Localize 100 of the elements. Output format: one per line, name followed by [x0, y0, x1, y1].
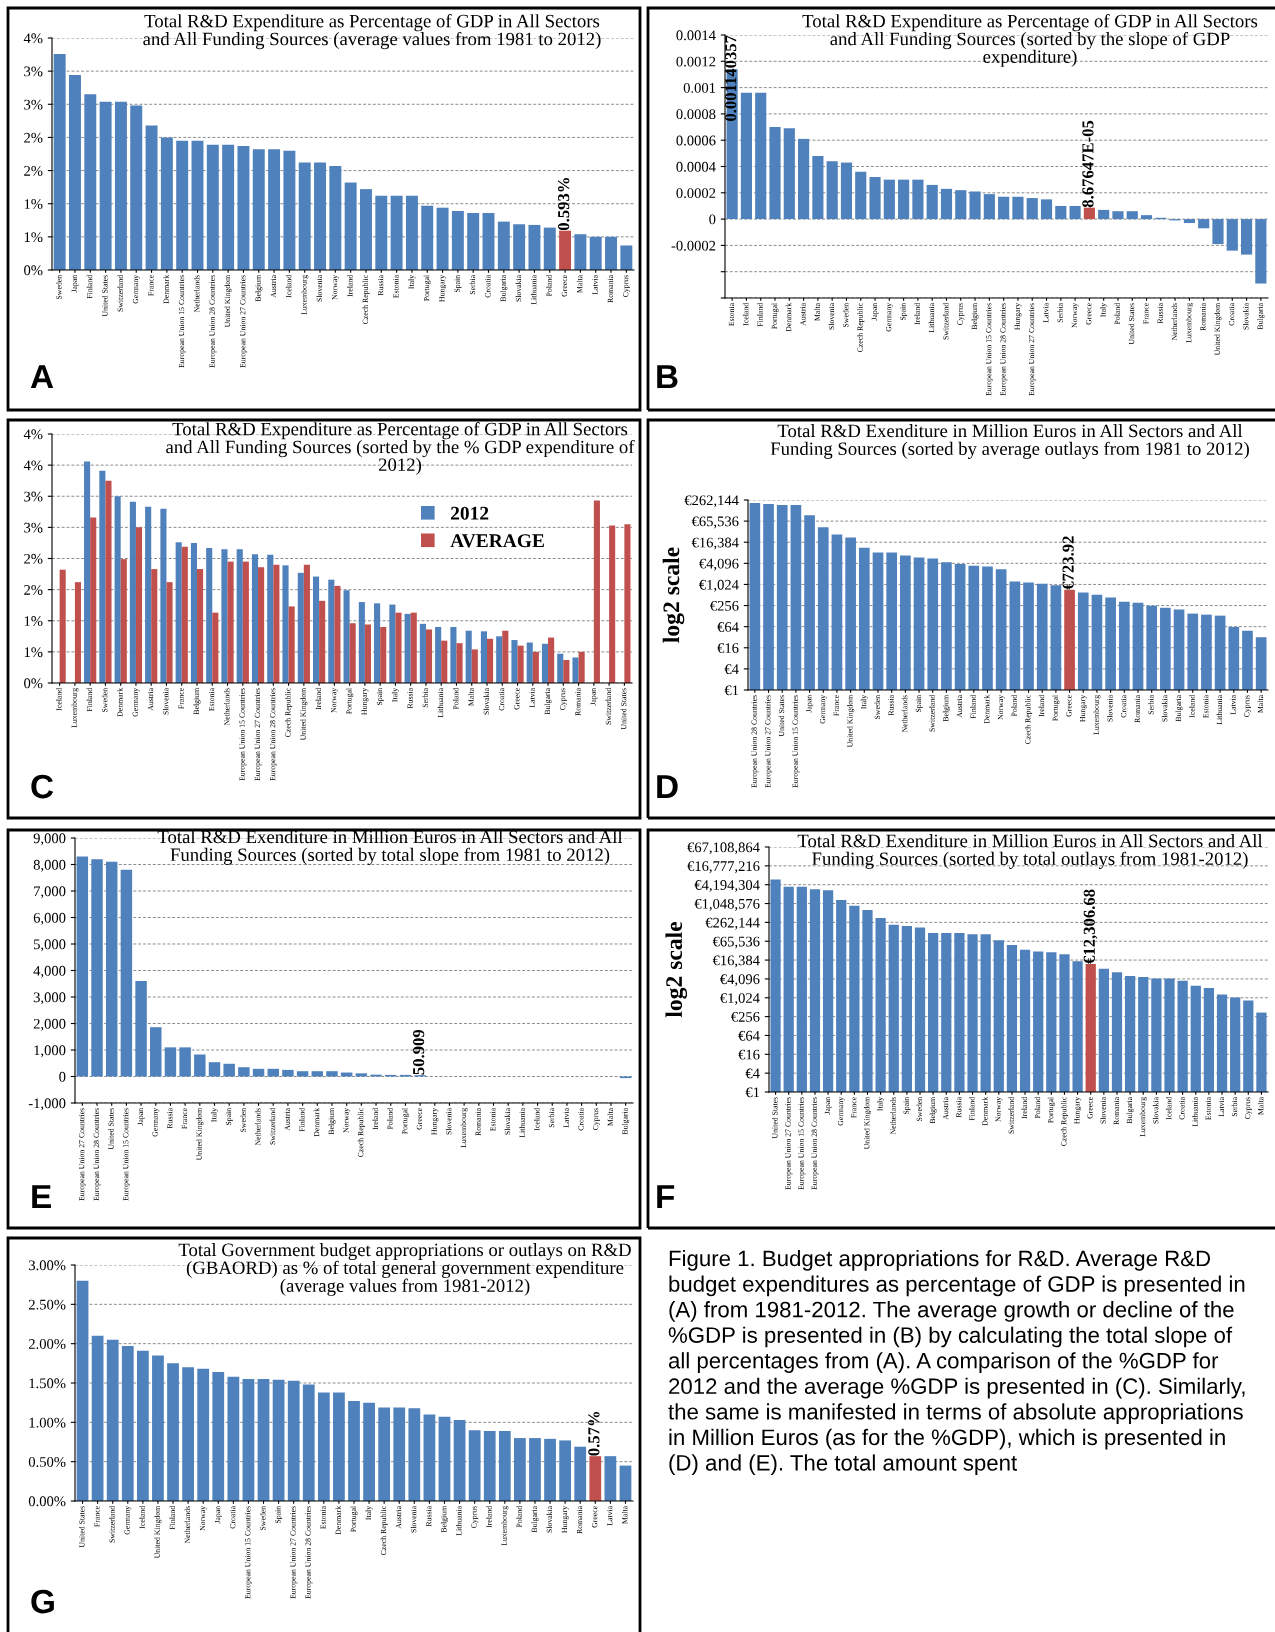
bar: [206, 144, 219, 270]
y-tick-label: 3%: [24, 491, 43, 502]
bar: [983, 194, 995, 220]
y-tick-label: €64: [738, 1030, 760, 1041]
y-tick-label: 4%: [23, 429, 43, 440]
bar: [288, 606, 295, 683]
y-tick-label: 4%: [23, 460, 43, 471]
y-tick-label: €262,144: [684, 495, 739, 508]
bar: [91, 1335, 104, 1501]
bar: [605, 236, 617, 270]
bar: [76, 1280, 89, 1501]
bar: [129, 501, 136, 683]
bar: [404, 613, 411, 683]
y-tick-label: 5,000: [34, 939, 66, 952]
bar: [283, 150, 296, 270]
chart-title: Total R&D Expenditure as Percentage of GDP in All Sectors and All Funding Sources (sorted by the % GDP expenditure of 2012): [166, 422, 635, 475]
bar: [529, 1438, 541, 1501]
bar: [130, 105, 143, 270]
y-tick-label: 3%: [24, 66, 43, 77]
chart-title: Total R&D Expenditure as Percentage of GDP in All Sectors and All Funding Sources (average values from 1981 to 2012): [143, 14, 601, 50]
bar: [302, 1384, 315, 1501]
bar: [166, 582, 173, 683]
bar: [334, 585, 341, 683]
bar: [363, 1402, 375, 1501]
bar: [53, 53, 66, 270]
bar: [513, 224, 526, 270]
y-tick-label: 1.50%: [29, 1378, 66, 1389]
bar: [364, 624, 371, 683]
bar: [303, 564, 310, 683]
bar: [451, 211, 464, 270]
text: D: [657, 775, 678, 799]
bar: [252, 149, 265, 270]
y-tick-label: 2.00%: [28, 1339, 66, 1349]
y-tick-label: 4%: [23, 33, 43, 44]
text: A: [30, 365, 54, 389]
bar: [344, 182, 357, 270]
bar: [267, 554, 274, 683]
y-tick-label: -1,000: [28, 1098, 66, 1111]
y-tick-label: €1,024: [699, 579, 739, 592]
bar: [150, 1027, 162, 1077]
text: G: [31, 1589, 54, 1614]
bar: [496, 636, 503, 683]
bar: [467, 212, 480, 270]
bar: [393, 1407, 406, 1501]
bar: [563, 659, 570, 683]
bar: [798, 138, 810, 220]
bar: [152, 1355, 164, 1501]
bar: [105, 861, 118, 1077]
data-label: 8.67647E-05: [1082, 120, 1094, 208]
bar: [105, 480, 112, 683]
bar: [609, 525, 616, 683]
bar: [251, 554, 259, 683]
bar: [120, 559, 127, 683]
y-tick-label: 0.0004: [676, 161, 716, 172]
bar: [482, 212, 495, 270]
y-tick-label: 0.0008: [676, 109, 716, 120]
y-tick-label: 8,000: [33, 859, 66, 872]
bar: [191, 140, 204, 270]
bar: [242, 1379, 255, 1501]
bar: [333, 1392, 345, 1501]
chart-title: Total R&D Exenditure in Million Euros in All Sectors and All Funding Sources (sorted by total outlays from 1981-2012): [797, 834, 1263, 869]
bar: [222, 144, 235, 270]
bar: [340, 1072, 353, 1077]
bar: [151, 569, 158, 683]
y-tick-label: €1,024: [720, 993, 760, 1006]
y-tick-label: 2.50%: [28, 1299, 66, 1310]
bar: [287, 1380, 300, 1501]
bar: [559, 230, 572, 270]
y-tick-label: €65,536: [691, 516, 739, 529]
bar: [227, 1376, 240, 1501]
bar: [1198, 219, 1210, 229]
bar: [326, 1071, 338, 1077]
y-tick-label: 0.50%: [28, 1457, 66, 1467]
bar: [319, 600, 326, 683]
y-tick-label: 1%: [24, 616, 43, 626]
y-tick-label: €262,144: [705, 917, 760, 930]
bar: [380, 626, 387, 683]
bar: [572, 657, 579, 683]
chart-title: Total Government budget appropriations or outlays on R&D (GBAORD) as % of total general government expenditure (average values from 1981-2012): [178, 1243, 631, 1296]
bar: [453, 1419, 466, 1501]
bar: [883, 179, 895, 220]
y-tick-label: 0.0006: [676, 135, 716, 146]
bar: [208, 1062, 221, 1077]
bar: [329, 165, 342, 270]
y-tick-label: 2%: [24, 132, 43, 143]
bar: [258, 567, 265, 683]
text: C: [31, 774, 54, 799]
bar: [221, 549, 228, 683]
bar: [1112, 211, 1124, 220]
y-tick-label: 0%: [24, 678, 43, 689]
bar: [468, 1430, 481, 1501]
y-tick-label: €256: [710, 600, 739, 611]
bar: [176, 140, 189, 270]
bar: [436, 207, 449, 270]
y-tick-label: 2%: [24, 584, 43, 595]
bar: [528, 224, 541, 270]
y-tick-label: €1: [724, 685, 739, 696]
bar: [197, 1368, 210, 1501]
y-tick-label: 1%: [24, 232, 43, 243]
bar: [59, 569, 66, 683]
